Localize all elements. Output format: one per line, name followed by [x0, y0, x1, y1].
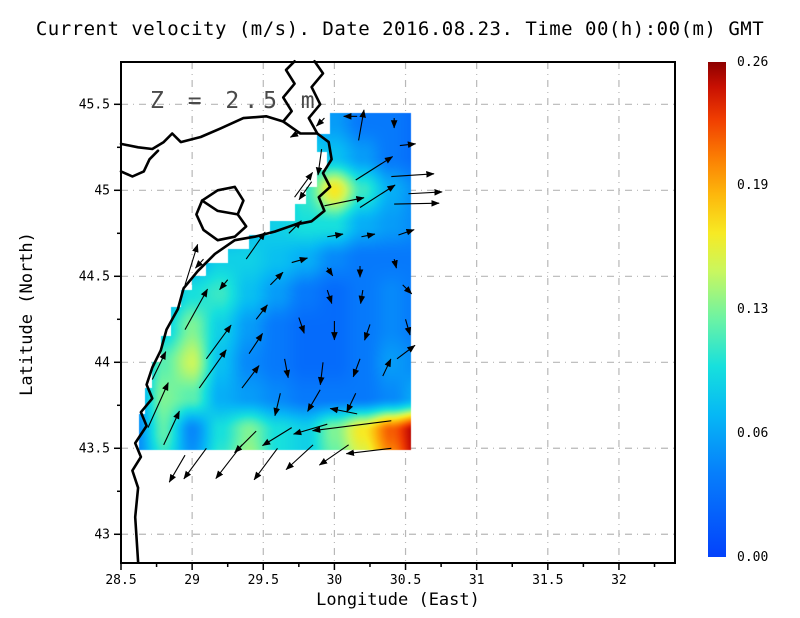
velocity-arrow [359, 184, 396, 208]
velocity-arrow [382, 358, 392, 377]
velocity-arrow [151, 351, 167, 380]
velocity-arrow [215, 444, 243, 480]
colorbar-tick-label: 0.26 [737, 54, 769, 70]
velocity-arrow [399, 141, 417, 148]
velocity-arrow [355, 156, 394, 181]
y-tick-label: 44.5 [79, 269, 110, 284]
x-tick-label: 31 [469, 573, 485, 588]
velocity-arrow [184, 243, 199, 286]
velocity-arrow [205, 324, 232, 360]
velocity-arrow [325, 267, 334, 277]
velocity-arrow [147, 382, 169, 428]
velocity-arrow [391, 258, 398, 269]
velocity-arrow [262, 427, 293, 447]
x-axis-label: Longitude (East) [316, 590, 480, 610]
velocity-arrow [391, 171, 435, 178]
velocity-arrow [168, 454, 186, 483]
velocity-arrow [345, 447, 392, 457]
axis-tick-labels: 28.5 29 29.5 30 30.5 31 31.5 32 45.5 45 44.5 44 43.5… [79, 97, 627, 588]
coastline-group [119, 59, 333, 564]
coastline [195, 185, 248, 242]
velocity-arrow [315, 117, 325, 127]
plot-frame [120, 61, 676, 564]
axis-ticks [114, 103, 656, 570]
velocity-arrow [346, 393, 357, 413]
colorbar [708, 62, 726, 557]
coastline [119, 149, 160, 178]
velocity-arrow [289, 130, 301, 138]
velocity-arrow [241, 365, 260, 389]
velocity-arrow [404, 319, 412, 336]
velocity-arrow [327, 232, 344, 239]
colorbar-tick-label: 0.13 [737, 302, 769, 317]
y-tick-label: 45.5 [79, 97, 110, 112]
velocity-arrow [288, 220, 302, 234]
coastline [281, 59, 296, 123]
velocity-arrow [358, 289, 366, 305]
velocity-arrow [184, 288, 209, 330]
coastline [200, 199, 239, 216]
velocity-arrow [255, 304, 268, 320]
velocity-arrow [324, 195, 365, 207]
colorbar-tick-label: 0.06 [737, 425, 769, 441]
x-tick-label: 28.5 [105, 573, 136, 588]
velocity-arrow [329, 406, 358, 415]
velocity-arrow [245, 231, 266, 260]
coastline [119, 115, 333, 564]
velocity-arrow [195, 258, 204, 269]
velocity-arrow [358, 109, 366, 141]
velocity-arrow [312, 420, 392, 433]
velocity-arrow [253, 447, 278, 481]
velocity-arrow [298, 317, 305, 334]
velocity-arrow [396, 344, 416, 360]
x-tick-label: 29.5 [248, 573, 279, 588]
velocity-arrow [318, 444, 349, 466]
current-vectors [147, 109, 443, 483]
velocity-arrow [363, 324, 371, 341]
velocity-arrow [273, 393, 281, 417]
velocity-arrow [283, 358, 291, 379]
velocity-arrow [291, 256, 308, 264]
x-tick-label: 30.5 [390, 573, 421, 588]
velocity-arrow [315, 148, 323, 176]
velocity-arrow [307, 389, 321, 412]
x-tick-label: 31.5 [532, 573, 563, 588]
velocity-arrow [398, 229, 415, 236]
y-tick-label: 45 [94, 183, 110, 198]
velocity-arrow [317, 362, 325, 386]
velocity-arrow [294, 172, 314, 198]
velocity-arrow [285, 444, 314, 470]
velocity-arrow [326, 289, 333, 305]
colorbar-gradient [708, 62, 726, 557]
y-tick-label: 44 [94, 355, 110, 370]
velocity-arrow [198, 349, 227, 389]
velocity-arrow [402, 284, 413, 295]
coastline [307, 59, 325, 135]
colorbar-tick-label: 0.19 [737, 178, 769, 194]
x-tick-label: 32 [611, 573, 627, 588]
velocity-arrow [219, 279, 229, 291]
velocity-arrow [248, 333, 264, 354]
velocity-heatmap [121, 62, 675, 563]
colorbar-tick-label: 0.00 [737, 549, 769, 565]
velocity-arrow [394, 200, 440, 207]
figure-title: Current velocity (m/s). Date 2016.08.23.… [35, 18, 765, 40]
y-tick-label: 43.5 [79, 441, 110, 456]
velocity-arrow [269, 271, 284, 286]
x-tick-label: 30 [327, 573, 343, 588]
velocity-arrow [298, 181, 313, 201]
velocity-arrow [361, 232, 376, 239]
velocity-arrow [408, 189, 443, 196]
velocity-arrow [352, 358, 361, 378]
velocity-arrow [183, 447, 207, 480]
x-tick-label: 29 [184, 573, 200, 588]
y-tick-label: 43 [94, 527, 110, 542]
velocity-arrow [163, 410, 180, 446]
velocity-arrow [293, 423, 328, 436]
